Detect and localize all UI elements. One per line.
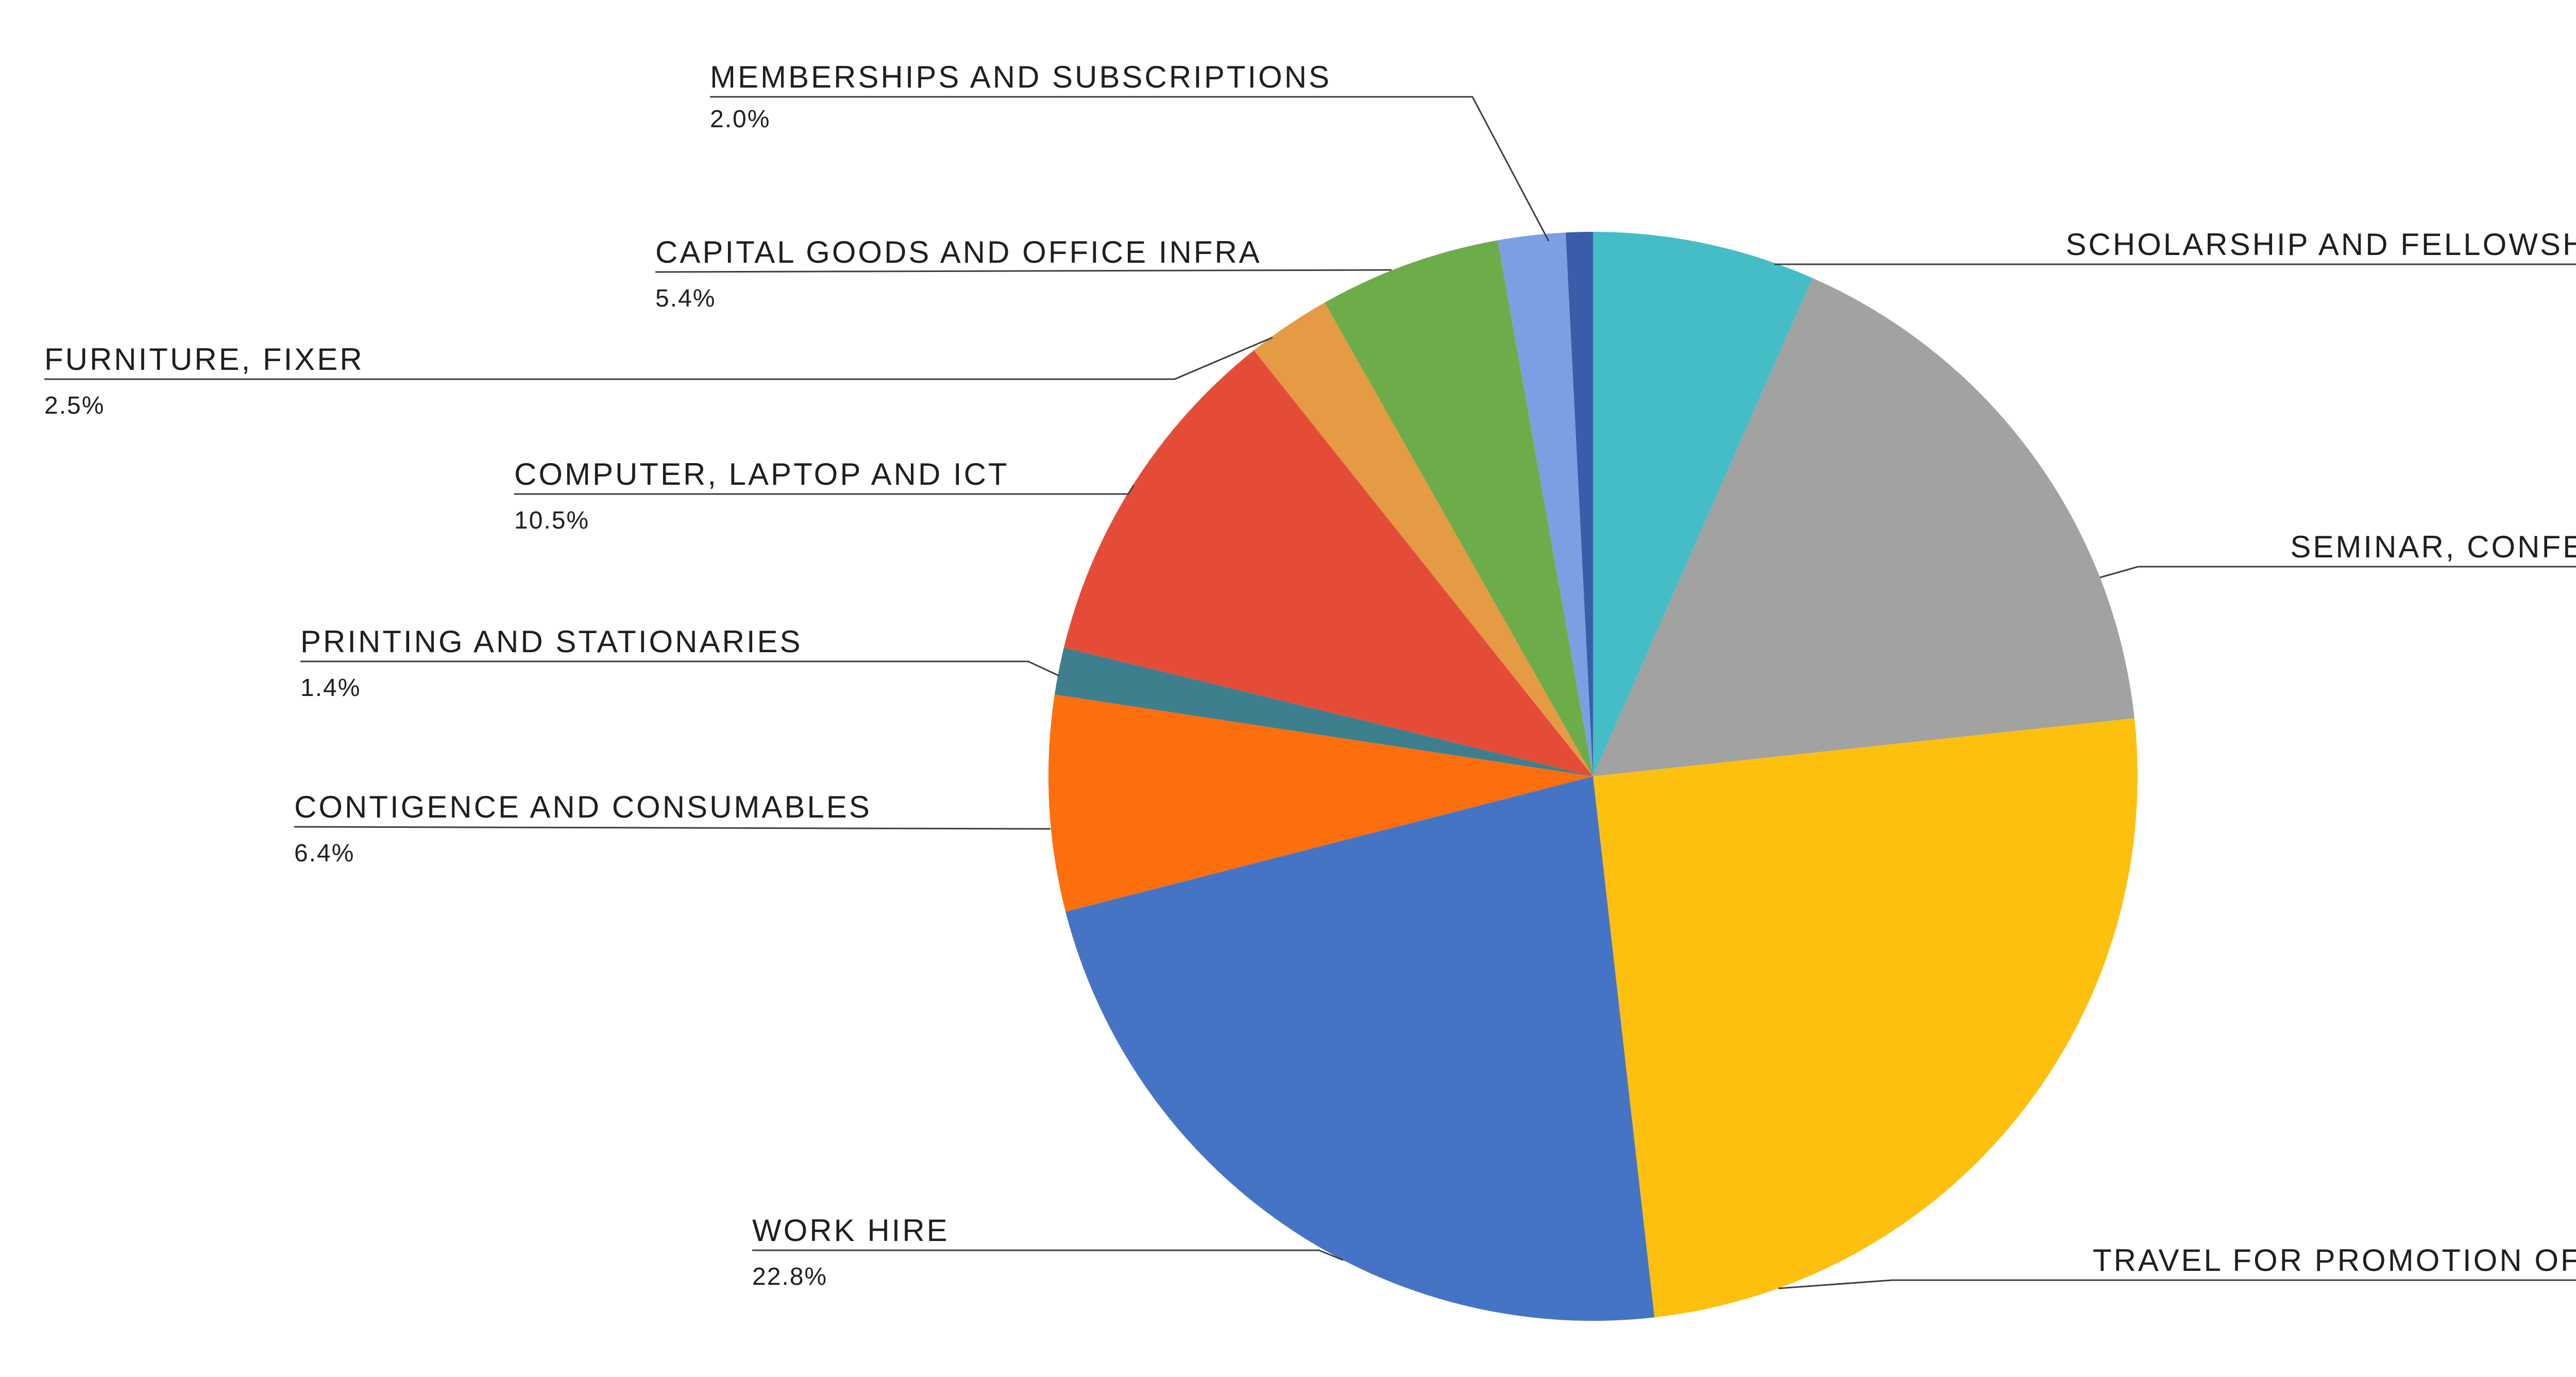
slice-value-capital: 5.4% <box>655 285 716 312</box>
pie-slice-seminar[interactable] <box>1593 278 2134 776</box>
slice-value-work-hire: 22.8% <box>752 1263 828 1290</box>
slice-label-seminar: SEMINAR, CONFERENCE, EVENTS AND DELE... <box>2290 530 2576 564</box>
slice-value-printing: 1.4% <box>300 674 361 702</box>
slice-label-contigence: CONTIGENCE AND CONSUMABLES <box>294 790 872 824</box>
pie-slice-contigence[interactable] <box>1048 694 1593 912</box>
pie-slice-other[interactable] <box>1565 232 1593 776</box>
slice-label-furniture: FURNITURE, FIXER <box>44 342 364 377</box>
slice-label-scholarship: SCHOLARSHIP AND FELLOWSHIP, AWARDS, REWA… <box>2065 227 2576 262</box>
slice-label-capital: CAPITAL GOODS AND OFFICE INFRA <box>655 235 1262 269</box>
leader-line-computer <box>514 484 1135 495</box>
leader-line-travel <box>1778 1279 2576 1289</box>
pie-slices-group <box>1048 232 2138 1321</box>
pie-slice-capital[interactable] <box>1325 240 1593 776</box>
pie-slice-work-hire[interactable] <box>1065 776 1655 1321</box>
slice-label-computer: COMPUTER, LAPTOP AND ICT <box>514 457 1009 491</box>
pie-slice-computer[interactable] <box>1063 350 1593 776</box>
pie-slice-scholarship[interactable] <box>1593 232 1812 776</box>
slice-label-printing: PRINTING AND STATIONARIES <box>300 624 803 659</box>
leader-line-printing <box>300 660 1060 677</box>
slice-label-work-hire: WORK HIRE <box>752 1213 950 1248</box>
slice-value-furniture: 2.5% <box>44 392 105 419</box>
pie-slice-travel[interactable] <box>1593 718 2138 1318</box>
leader-line-seminar <box>2099 566 2576 579</box>
leader-line-furniture <box>44 336 1273 380</box>
leader-line-capital <box>655 269 1392 273</box>
leader-line-contigence <box>294 826 1051 830</box>
slice-value-contigence: 6.4% <box>294 840 355 867</box>
pie-slice-printing[interactable] <box>1055 648 1593 776</box>
leader-line-work-hire <box>752 1249 1344 1261</box>
slice-value-computer: 10.5% <box>514 507 590 534</box>
pie-slice-memberships[interactable] <box>1498 232 1593 777</box>
slice-label-memberships: MEMBERSHIPS AND SUBSCRIPTIONS <box>710 60 1332 94</box>
leader-line-memberships <box>710 96 1550 242</box>
slice-value-memberships: 2.0% <box>710 106 771 133</box>
pie-slice-furniture[interactable] <box>1253 302 1593 776</box>
slice-label-travel: TRAVEL FOR PROMOTION OF INTERNATIONAL RE… <box>2092 1243 2576 1278</box>
